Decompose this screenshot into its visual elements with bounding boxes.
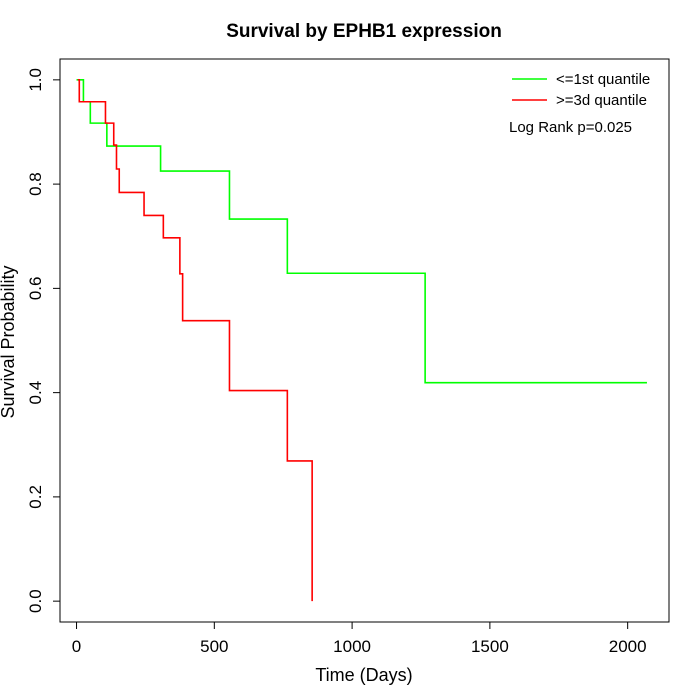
x-tick-label: 1500 xyxy=(471,637,509,656)
y-axis-title: Survival Probability xyxy=(0,265,18,418)
y-tick-label: 1.0 xyxy=(26,68,45,92)
legend: <=1st quantile >=3d quantile xyxy=(512,71,650,109)
log-rank-annotation: Log Rank p=0.025 xyxy=(509,119,632,136)
y-tick-label: 0.8 xyxy=(26,172,45,196)
x-axis-title: Time (Days) xyxy=(315,665,412,685)
y-tick-label: 0.6 xyxy=(26,277,45,301)
chart-title: Survival by EPHB1 expression xyxy=(226,21,502,42)
y-tick-label: 0.4 xyxy=(26,381,45,405)
x-axis: 0 500 1000 1500 2000 xyxy=(72,621,647,656)
legend-label: >=3d quantile xyxy=(556,92,647,109)
survival-curve-2 xyxy=(77,79,313,602)
plot-frame xyxy=(59,58,670,623)
series-layer xyxy=(76,79,647,602)
x-tick-label: 2000 xyxy=(609,637,647,656)
y-axis: 0.0 0.2 0.4 0.6 0.8 1.0 xyxy=(26,68,61,613)
legend-label: <=1st quantile xyxy=(556,71,650,88)
y-tick-label: 0.0 xyxy=(26,589,45,613)
x-tick-label: 1000 xyxy=(333,637,371,656)
y-tick-label: 0.2 xyxy=(26,485,45,509)
x-tick-label: 500 xyxy=(200,637,228,656)
x-tick-label: 0 xyxy=(72,637,81,656)
